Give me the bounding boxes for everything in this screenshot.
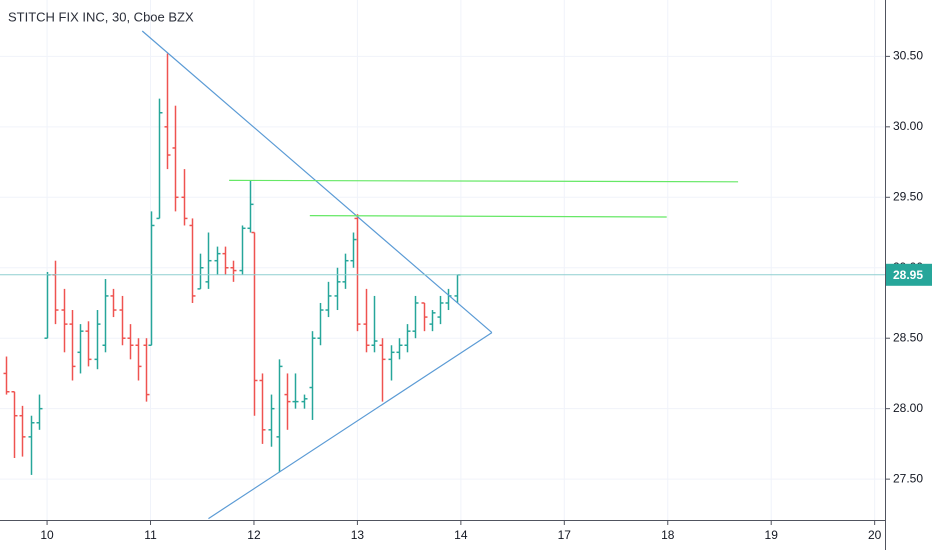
x-tick-label: 10 xyxy=(40,528,54,542)
x-tick-label: 13 xyxy=(351,528,365,542)
y-tick-label: 28.00 xyxy=(893,401,923,415)
x-tick-label: 12 xyxy=(247,528,261,542)
chart-title: STITCH FIX INC, 30, Cboe BZX xyxy=(8,9,194,24)
x-tick-label: 20 xyxy=(868,528,882,542)
trendline xyxy=(141,30,493,334)
x-tick-label: 11 xyxy=(144,528,157,542)
trendline xyxy=(208,332,493,520)
x-tick-label: 19 xyxy=(765,528,779,542)
y-tick-label: 30.50 xyxy=(893,49,923,63)
last-price-box xyxy=(886,263,932,286)
trendline xyxy=(229,179,739,183)
x-tick-label: 18 xyxy=(661,528,675,542)
axes: 27.5028.0028.5029.0029.5030.0030.5010111… xyxy=(40,49,932,542)
last-price-label: 28.95 xyxy=(893,268,923,282)
y-tick-label: 29.50 xyxy=(893,189,923,203)
x-tick-label: 17 xyxy=(558,528,572,542)
marks xyxy=(0,30,885,520)
y-tick-label: 28.50 xyxy=(893,330,923,344)
x-tick-label: 14 xyxy=(454,528,468,542)
trendline xyxy=(309,215,667,218)
y-tick-label: 30.00 xyxy=(893,119,923,133)
y-tick-label: 27.50 xyxy=(893,471,923,485)
